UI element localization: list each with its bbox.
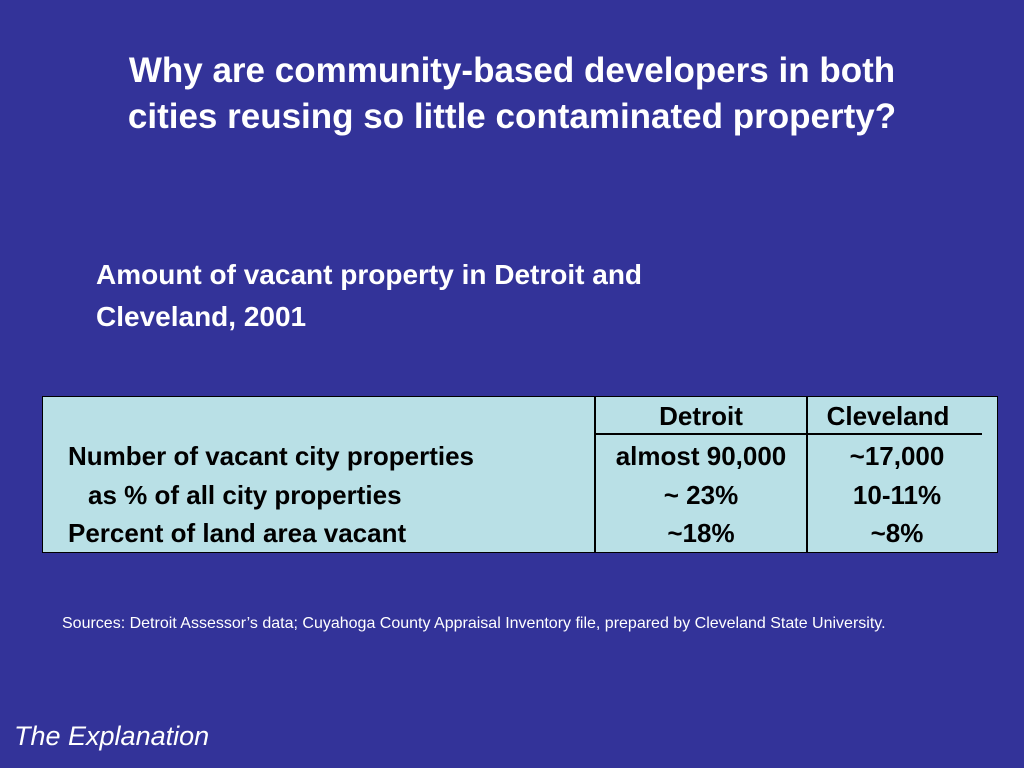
cell-detroit-percent-of-properties: ~ 23% [663,480,739,510]
table-caption: Amount of vacant property in Detroit and… [96,254,816,338]
slide-title-line-1: Why are community-based developers in bo… [128,51,896,90]
row-label-land-area-vacant: Percent of land area vacant [68,518,407,548]
vacant-property-table: Detroit Cleveland Number of vacant city … [42,396,998,553]
row-label-vacant-properties: Number of vacant city properties [68,441,474,471]
slide-title-line-2: cities reusing so little contaminated pr… [127,97,897,136]
cell-detroit-land-area-vacant: ~18% [667,518,735,548]
table-caption-line-1: Amount of vacant property in Detroit and [96,259,643,290]
column-header-detroit: Detroit [659,401,743,431]
cell-cleveland-vacant-properties: ~17,000 [849,441,945,471]
slide-title: Why are community-based developers in bo… [40,48,984,140]
row-label-percent-of-properties: as % of all city properties [88,480,402,510]
column-divider-detroit [594,397,596,552]
cell-cleveland-land-area-vacant: ~8% [870,518,924,548]
cell-cleveland-percent-of-properties: 10-11% [852,480,942,510]
table-caption-line-2: Cleveland, 2001 [96,301,307,332]
column-divider-cleveland [806,397,808,552]
section-label: The Explanation [14,721,210,751]
cell-detroit-vacant-properties: almost 90,000 [615,441,787,471]
column-header-cleveland: Cleveland [826,401,950,431]
header-underline [595,433,982,435]
sources-note: Sources: Detroit Assessor’s data; Cuyaho… [62,615,886,632]
